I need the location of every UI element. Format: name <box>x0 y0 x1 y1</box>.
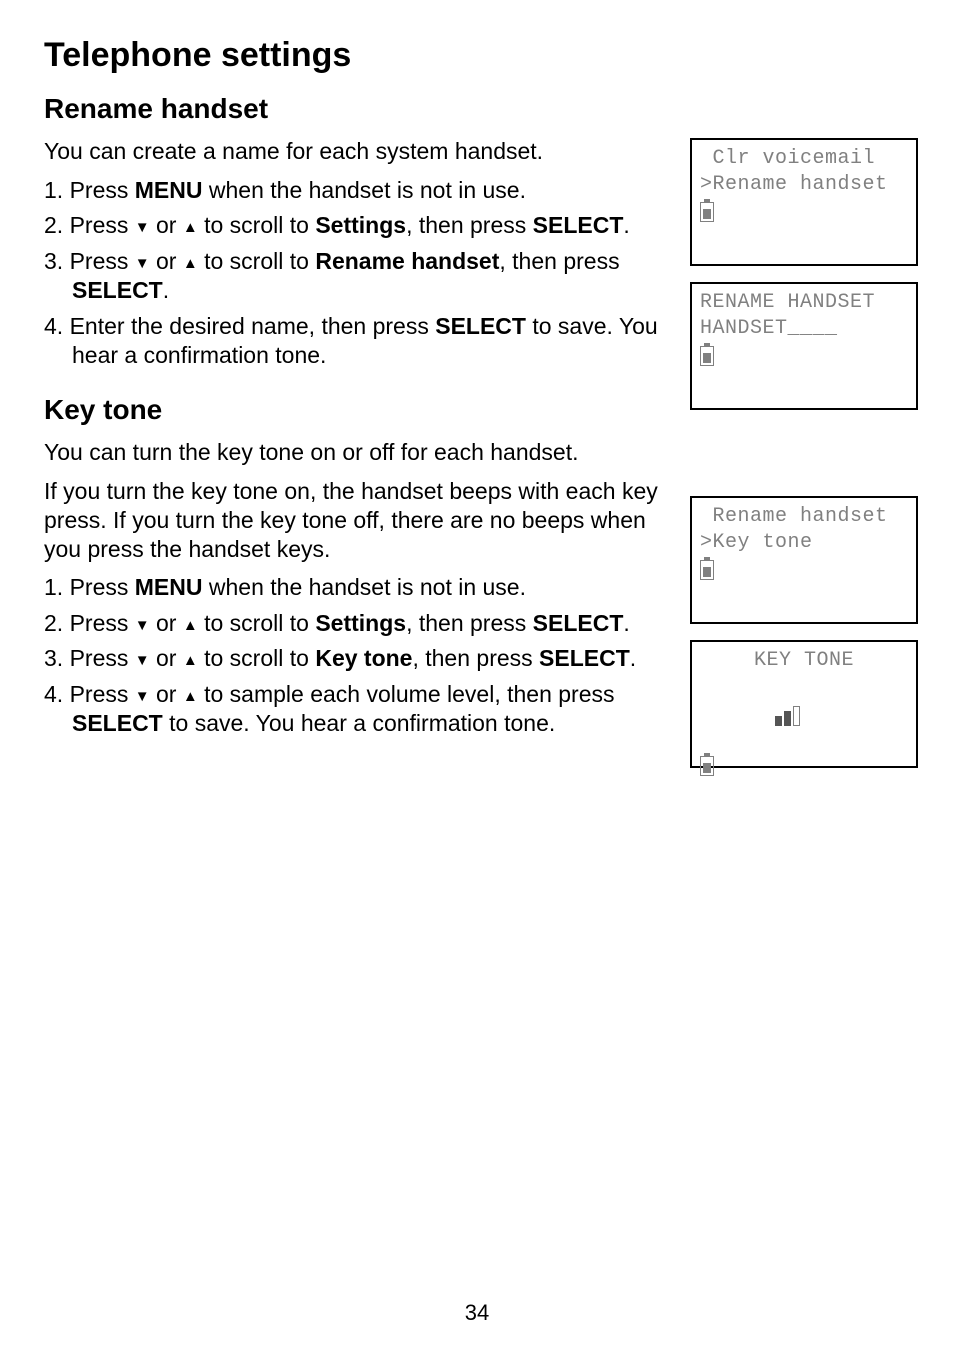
rename-intro: You can create a name for each system ha… <box>44 137 684 166</box>
rename-heading: Rename handset <box>44 93 684 125</box>
lcd-line: KEY TONE <box>700 648 908 674</box>
up-icon: ▲ <box>183 688 198 705</box>
battery-icon <box>700 346 714 366</box>
rename-step-4: Enter the desired name, then press SELEC… <box>44 312 684 371</box>
keytone-intro1: You can turn the key tone on or off for … <box>44 438 684 467</box>
page-title: Telephone settings <box>44 36 684 75</box>
keytone-screens: Rename handset >Key tone KEY TONE <box>690 496 918 784</box>
lcd-screen-3: Rename handset >Key tone <box>690 496 918 624</box>
lcd-line: HANDSET____ <box>700 316 908 342</box>
lcd-screen-4: KEY TONE <box>690 640 918 768</box>
keytone-step-4: Press ▼ or ▲ to sample each volume level… <box>44 680 684 739</box>
keytone-step-3: Press ▼ or ▲ to scroll to Key tone, then… <box>44 644 684 673</box>
up-icon: ▲ <box>183 652 198 669</box>
volume-bars <box>700 674 908 752</box>
main-content: Telephone settings Rename handset You ca… <box>44 36 684 739</box>
rename-step-2: Press ▼ or ▲ to scroll to Settings, then… <box>44 211 684 240</box>
down-icon: ▼ <box>135 652 150 669</box>
page-number: 34 <box>0 1300 954 1326</box>
keytone-intro2: If you turn the key tone on, the handset… <box>44 477 684 563</box>
down-icon: ▼ <box>135 688 150 705</box>
lcd-line: Clr voicemail <box>700 146 908 172</box>
battery-icon <box>700 560 714 580</box>
lcd-line: Rename handset <box>700 504 908 530</box>
battery-icon <box>700 756 714 776</box>
down-icon: ▼ <box>135 617 150 634</box>
up-icon: ▲ <box>183 255 198 272</box>
down-icon: ▼ <box>135 255 150 272</box>
down-icon: ▼ <box>135 219 150 236</box>
rename-step-3: Press ▼ or ▲ to scroll to Rename handset… <box>44 247 684 306</box>
lcd-line: RENAME HANDSET <box>700 290 908 316</box>
up-icon: ▲ <box>183 219 198 236</box>
rename-screens: Clr voicemail >Rename handset RENAME HAN… <box>690 138 918 426</box>
rename-step-1: Press MENU when the handset is not in us… <box>44 176 684 205</box>
keytone-step-1: Press MENU when the handset is not in us… <box>44 573 684 602</box>
keytone-steps: Press MENU when the handset is not in us… <box>44 573 684 738</box>
rename-steps: Press MENU when the handset is not in us… <box>44 176 684 371</box>
lcd-screen-1: Clr voicemail >Rename handset <box>690 138 918 266</box>
up-icon: ▲ <box>183 617 198 634</box>
lcd-line: >Rename handset <box>700 172 908 198</box>
battery-icon <box>700 202 714 222</box>
keytone-step-2: Press ▼ or ▲ to scroll to Settings, then… <box>44 609 684 638</box>
lcd-screen-2: RENAME HANDSET HANDSET____ <box>690 282 918 410</box>
keytone-heading: Key tone <box>44 394 684 426</box>
lcd-line: >Key tone <box>700 530 908 556</box>
